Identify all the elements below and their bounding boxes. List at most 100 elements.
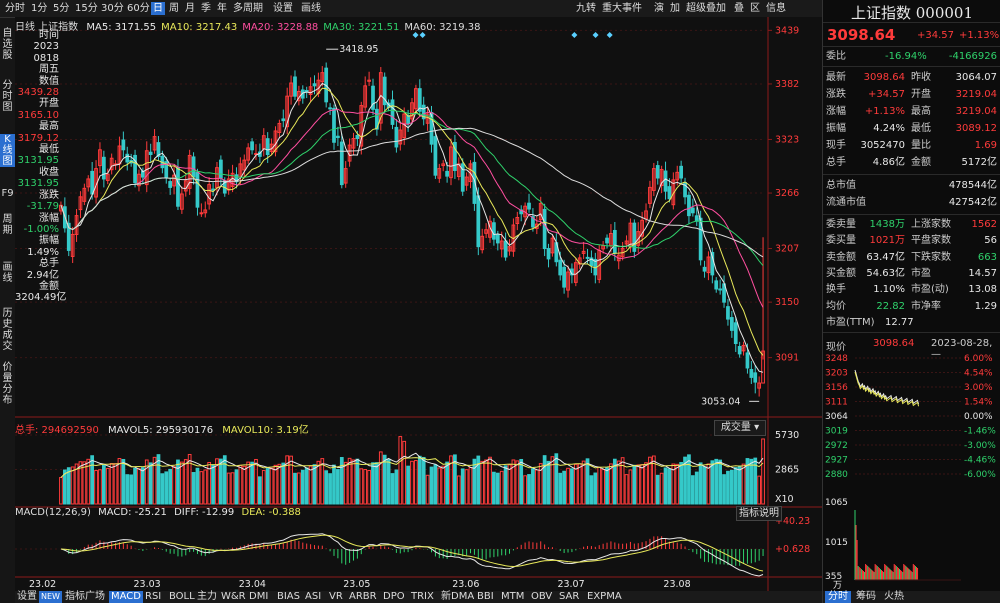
candle xyxy=(726,306,730,320)
indicator-tab-4[interactable]: RSI xyxy=(145,591,162,602)
volume-bar xyxy=(105,467,110,505)
toolbar-12[interactable]: 设置 xyxy=(273,3,293,14)
mini-volume-unit: 万 xyxy=(833,581,842,590)
toolbar-right-0[interactable]: 九转 xyxy=(576,3,596,14)
indicator-tab-20[interactable]: EXPMA xyxy=(587,591,622,602)
toolbar-3[interactable]: 15分 xyxy=(75,3,98,14)
volume-select[interactable]: 成交量 ▾ xyxy=(714,420,766,436)
row-value: 3064.07 xyxy=(955,72,997,83)
indicator-tab-17[interactable]: MTM xyxy=(501,591,525,602)
indicator-tab-13[interactable]: DPO xyxy=(383,591,405,602)
price-tick-label: 3323 xyxy=(775,134,799,145)
toolbar-right-5[interactable]: 叠 xyxy=(734,3,744,14)
volume-bar xyxy=(632,464,637,505)
toolbar-right-4[interactable]: 超级叠加 xyxy=(686,3,726,14)
quote-row: 最新 3098.64 昨收 3064.07 xyxy=(823,70,1000,86)
mini-tab-1[interactable]: 筹码 xyxy=(856,591,876,602)
toolbar-11[interactable]: 多周期 xyxy=(233,3,263,14)
indicator-tab-7[interactable]: W&R xyxy=(221,591,246,602)
volume-bar xyxy=(460,468,465,505)
toolbar-right-7[interactable]: 信息 xyxy=(766,3,786,14)
left-nav-2[interactable]: K线图 xyxy=(0,134,15,167)
toolbar-6[interactable]: 日 xyxy=(151,2,165,15)
left-nav-4[interactable]: 周期 xyxy=(2,214,13,236)
indicator-tab-11[interactable]: VR xyxy=(329,591,343,602)
price-tick-label: 3439 xyxy=(775,25,799,36)
indicator-tab-15[interactable]: 新DMA xyxy=(441,591,475,602)
indicator-tab-18[interactable]: OBV xyxy=(531,591,553,602)
candle xyxy=(308,86,313,95)
left-nav-0[interactable]: 自选股 xyxy=(2,28,13,61)
volume-bar xyxy=(671,463,676,505)
left-nav-5[interactable]: 画线 xyxy=(2,262,13,284)
toolbar-10[interactable]: 年 xyxy=(217,3,227,14)
toolbar-9[interactable]: 季 xyxy=(201,3,211,14)
indicator-tab-19[interactable]: SAR xyxy=(559,591,580,602)
candle xyxy=(659,169,664,187)
toolbar-7[interactable]: 周 xyxy=(169,3,179,14)
toolbar-right-3[interactable]: 加 xyxy=(670,3,680,14)
row-value: 5172亿 xyxy=(961,157,997,168)
volume-bar xyxy=(324,470,329,505)
low-label: 3053.04 xyxy=(701,396,740,407)
volume-bar xyxy=(351,459,356,505)
candle xyxy=(733,322,738,345)
indicator-tab-3[interactable]: MACD xyxy=(109,591,143,603)
toolbar-1[interactable]: 1分 xyxy=(31,3,48,14)
toolbar-8[interactable]: 月 xyxy=(185,3,195,14)
volume-total: 总手: 294692590 xyxy=(15,425,99,436)
candle xyxy=(195,172,200,208)
mini-tab-0[interactable]: 分时 xyxy=(825,591,851,603)
toolbar-0[interactable]: 分时 xyxy=(5,3,25,14)
candle xyxy=(86,178,91,188)
kline-chart[interactable]: 3439 3382 3323 3266 3207 3150 3091 3418.95 3053.… xyxy=(15,17,822,591)
volume-bar xyxy=(429,466,434,505)
toolbar-5[interactable]: 60分 xyxy=(127,3,150,14)
indicator-tab-5[interactable]: BOLL xyxy=(169,591,195,602)
volume-bar xyxy=(207,462,212,505)
mini-price-label: 2972 xyxy=(825,441,848,451)
info-7: 3165.10 xyxy=(17,109,59,121)
volume-bar xyxy=(679,461,684,505)
indicator-help-button[interactable]: 指标说明 xyxy=(736,506,782,521)
indicator-tab-0[interactable]: 设置 xyxy=(17,591,37,602)
toolbar-right-6[interactable]: 区 xyxy=(750,3,760,14)
indicator-tab-14[interactable]: TRIX xyxy=(411,591,434,602)
indicator-tab-6[interactable]: 主力 xyxy=(197,591,217,602)
volume-legend: 总手: 294692590 MAVOL5: 295930176 MAVOL10:… xyxy=(15,421,415,436)
indicator-tab-2[interactable]: 指标广场 xyxy=(65,591,105,602)
toolbar-13[interactable]: 画线 xyxy=(301,3,321,14)
volume-bar xyxy=(651,455,656,505)
volume-bar xyxy=(476,455,481,505)
toolbar-2[interactable]: 5分 xyxy=(53,3,70,14)
candle xyxy=(714,280,719,290)
info-11: 3131.95 xyxy=(17,155,59,167)
indicator-tab-9[interactable]: BIAS xyxy=(277,591,300,602)
toolbar-4[interactable]: 30分 xyxy=(101,3,124,14)
candle xyxy=(484,229,488,234)
indicator-tab-12[interactable]: ARBR xyxy=(349,591,377,602)
left-nav-1[interactable]: 分时图 xyxy=(2,80,13,113)
mini-intraday-chart[interactable]: 3248 6.00% 3203 4.54% 3156 3.00% 3111 1.54% 3064… xyxy=(823,352,1000,590)
mini-price-label: 3064 xyxy=(825,412,848,422)
mini-tab-2[interactable]: 火热 xyxy=(884,591,904,602)
volume-bar xyxy=(648,456,652,505)
candle xyxy=(375,108,379,130)
left-nav-7[interactable]: 价量分布 xyxy=(2,362,13,406)
mini-price-label: 3203 xyxy=(825,369,848,379)
row-value: +34.57 xyxy=(867,89,905,100)
toolbar-right-1[interactable]: 重大事件 xyxy=(602,3,642,14)
left-nav-3[interactable]: F9 xyxy=(1,188,14,199)
indicator-tab-8[interactable]: DMI xyxy=(249,591,269,602)
row-value: 1562 xyxy=(971,219,997,230)
mavol5-line xyxy=(60,452,764,478)
left-nav-6[interactable]: 历史成交 xyxy=(2,308,13,352)
indicator-tab-10[interactable]: ASI xyxy=(305,591,322,602)
dea-value: DEA: -0.388 xyxy=(241,507,301,518)
indicator-tab-16[interactable]: BBI xyxy=(477,591,494,602)
volume-bar xyxy=(386,459,391,505)
mini-pct-label: 6.00% xyxy=(964,354,993,364)
indicator-tab-1[interactable]: NEW xyxy=(39,591,62,603)
toolbar-right-2[interactable]: 演 xyxy=(654,3,664,14)
mini-pct-label: -4.46% xyxy=(964,456,996,466)
